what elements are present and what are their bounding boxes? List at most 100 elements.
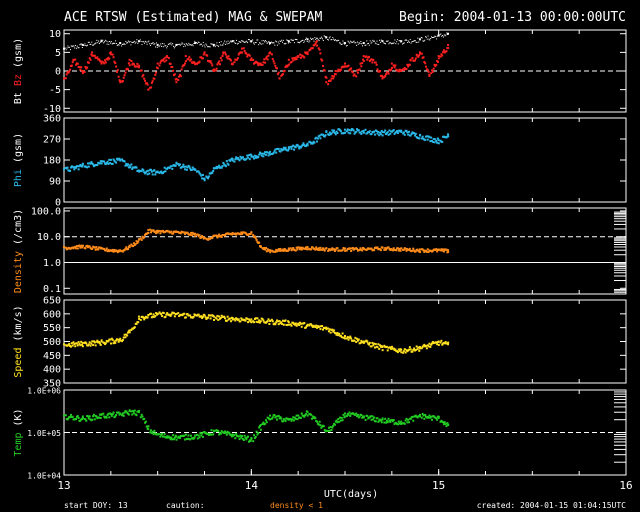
data-point — [183, 231, 186, 234]
data-point — [167, 57, 170, 60]
data-point — [223, 432, 226, 435]
data-point — [325, 36, 328, 39]
data-point — [128, 58, 131, 61]
data-point — [345, 415, 348, 418]
data-point — [421, 135, 424, 138]
data-point — [271, 42, 273, 44]
data-point — [188, 56, 191, 59]
data-point — [297, 41, 299, 43]
data-point — [208, 238, 211, 241]
data-point — [339, 42, 341, 44]
data-point — [201, 236, 204, 239]
y-tick-label: -5 — [49, 85, 61, 96]
data-point — [179, 232, 182, 235]
data-point — [276, 320, 279, 323]
data-point — [325, 130, 328, 133]
data-point — [150, 86, 153, 89]
data-point — [350, 249, 353, 252]
data-point — [436, 60, 439, 63]
data-point — [125, 246, 128, 249]
data-point — [274, 44, 276, 46]
data-point — [242, 40, 244, 42]
data-point — [75, 245, 78, 248]
data-point — [76, 45, 78, 47]
data-point — [221, 44, 223, 46]
data-point — [220, 314, 223, 317]
data-point — [345, 337, 348, 340]
data-point — [249, 232, 252, 235]
data-point — [266, 151, 269, 154]
data-point — [422, 56, 425, 59]
data-point — [328, 429, 331, 432]
data-point — [353, 132, 356, 135]
data-point — [391, 420, 394, 423]
data-point — [163, 433, 166, 436]
data-point — [207, 46, 209, 48]
data-point — [110, 337, 113, 340]
data-point — [280, 321, 283, 324]
data-point — [301, 144, 304, 147]
data-point — [231, 435, 234, 438]
data-point — [87, 61, 90, 64]
data-point — [79, 419, 82, 422]
data-point — [158, 46, 160, 48]
data-point — [201, 315, 204, 318]
data-point — [81, 415, 84, 418]
data-point — [209, 46, 211, 48]
data-point — [104, 249, 107, 252]
data-point — [310, 323, 313, 326]
data-point — [233, 434, 236, 437]
data-point — [206, 44, 208, 46]
data-point — [439, 341, 442, 344]
data-point — [402, 132, 405, 135]
data-point — [155, 229, 158, 232]
data-point — [167, 43, 169, 45]
data-point — [268, 152, 271, 155]
data-point — [100, 39, 102, 41]
data-point — [255, 155, 258, 158]
data-point — [405, 129, 408, 132]
data-point — [119, 412, 122, 415]
data-point — [439, 249, 442, 252]
data-point — [419, 39, 421, 41]
data-point — [233, 40, 235, 42]
data-point — [432, 137, 435, 140]
data-point — [88, 57, 91, 60]
data-point — [339, 68, 342, 71]
data-point — [88, 245, 91, 248]
data-point — [402, 350, 405, 353]
data-point — [171, 167, 174, 170]
data-point — [371, 415, 374, 418]
data-point — [123, 249, 126, 252]
data-point — [76, 344, 79, 347]
data-point — [300, 412, 303, 415]
data-point — [97, 42, 99, 44]
data-point — [386, 71, 389, 74]
data-point — [112, 42, 114, 44]
y-tick-label: 1.0E+05 — [27, 429, 61, 438]
data-point — [366, 248, 369, 251]
data-point — [267, 154, 270, 157]
data-point — [267, 417, 270, 420]
data-point — [116, 45, 118, 47]
data-point — [389, 42, 391, 44]
series-bt — [63, 32, 450, 51]
data-point — [355, 412, 358, 415]
data-point — [384, 247, 387, 250]
data-point — [445, 248, 448, 251]
data-point — [304, 326, 307, 329]
data-point — [216, 236, 219, 239]
data-point — [435, 248, 438, 251]
data-point — [323, 35, 325, 37]
data-point — [336, 40, 338, 42]
data-point — [427, 250, 430, 253]
data-point — [393, 132, 396, 135]
data-point — [413, 249, 416, 252]
data-point — [299, 146, 302, 149]
data-point — [276, 44, 278, 46]
data-point — [172, 45, 174, 47]
data-point — [152, 229, 155, 232]
data-point — [249, 58, 252, 61]
data-point — [413, 40, 415, 42]
data-point — [127, 413, 130, 416]
